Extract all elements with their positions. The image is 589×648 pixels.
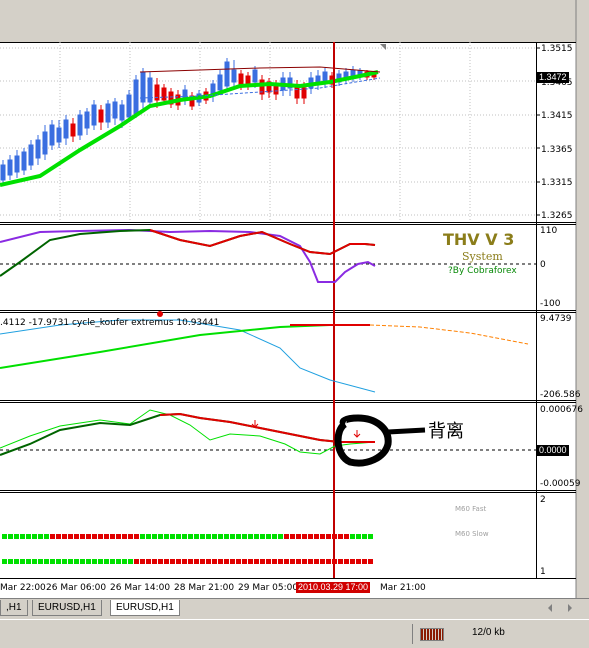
- tab-chart-active[interactable]: EURUSD,H1: [110, 600, 180, 616]
- connection-indicator-icon: [420, 628, 444, 641]
- time-label: 26 Mar 06:00: [46, 583, 107, 593]
- right-scrollbar[interactable]: [576, 0, 589, 598]
- chart-shift-marker[interactable]: [380, 44, 386, 50]
- price-scale-area: [536, 42, 576, 598]
- panel4-zero-tag: 0.0000: [537, 445, 569, 456]
- price-label: 1.3465: [541, 78, 573, 88]
- panel5-legend: M60 Slow: [455, 530, 489, 538]
- tab-scroll-left-icon[interactable]: [548, 604, 552, 612]
- panel4-label: -0.00059: [540, 479, 581, 489]
- price-label: 1.3315: [541, 178, 573, 188]
- divergence-annotation: 背离: [428, 421, 464, 442]
- indicator-credit: ?By Cobraforex: [448, 266, 517, 276]
- time-cursor-tag: 2010.03.29 17:00: [296, 582, 371, 593]
- panel2-lines: [0, 228, 376, 283]
- panel3-header: .4112 -17.9731 cycle_koufer extremus 10.…: [0, 318, 220, 328]
- tab-chart-2[interactable]: EURUSD,H1: [32, 600, 102, 616]
- current-price-tag: 1.3472: [537, 72, 569, 83]
- time-label: Mar 21:00: [380, 583, 426, 593]
- panel3-label: -206.586: [540, 390, 581, 400]
- panel5-legend: M60 Fast: [455, 505, 487, 513]
- traffic-counter: 12/0 kb: [472, 627, 505, 638]
- panel2-label: 110: [540, 226, 558, 236]
- time-label: 26 Mar 14:00: [110, 583, 171, 593]
- price-label: 1.3415: [541, 111, 573, 121]
- signal-dots: [2, 534, 373, 564]
- time-label: Mar 22:00: [0, 583, 46, 593]
- panel-borders: [0, 42, 576, 579]
- panel4-lines: [0, 409, 376, 456]
- panel5-label: 2: [540, 495, 546, 505]
- zero-lines: [0, 263, 536, 451]
- panel4-label: 0.000676: [540, 405, 583, 415]
- chart-area: [0, 42, 536, 598]
- tab-scroll-right-icon[interactable]: [568, 604, 572, 612]
- panel2-label: 0: [540, 260, 546, 270]
- time-label: 28 Mar 21:00: [174, 583, 235, 593]
- panel2-label: -100: [540, 299, 561, 309]
- indicator-title: THV V 3: [443, 230, 515, 249]
- price-label: 1.3265: [541, 211, 573, 221]
- price-label: 1.3365: [541, 145, 573, 155]
- panel3-label: 9.4739: [540, 314, 572, 324]
- tab-chart-1[interactable]: ,H1: [0, 600, 28, 616]
- main-chart-overlays: [0, 66, 381, 187]
- status-bar: 12/0 kb: [0, 619, 589, 648]
- panel3-lines: [0, 311, 529, 393]
- price-label: 1.3515: [541, 44, 573, 54]
- hand-drawn-highlight: [334, 414, 426, 467]
- status-separator: [412, 624, 413, 644]
- main-grid: [0, 42, 536, 222]
- indicator-subtitle: System: [462, 250, 503, 263]
- panel5-label: 1: [540, 567, 546, 577]
- time-label: 29 Mar 05:00: [238, 583, 299, 593]
